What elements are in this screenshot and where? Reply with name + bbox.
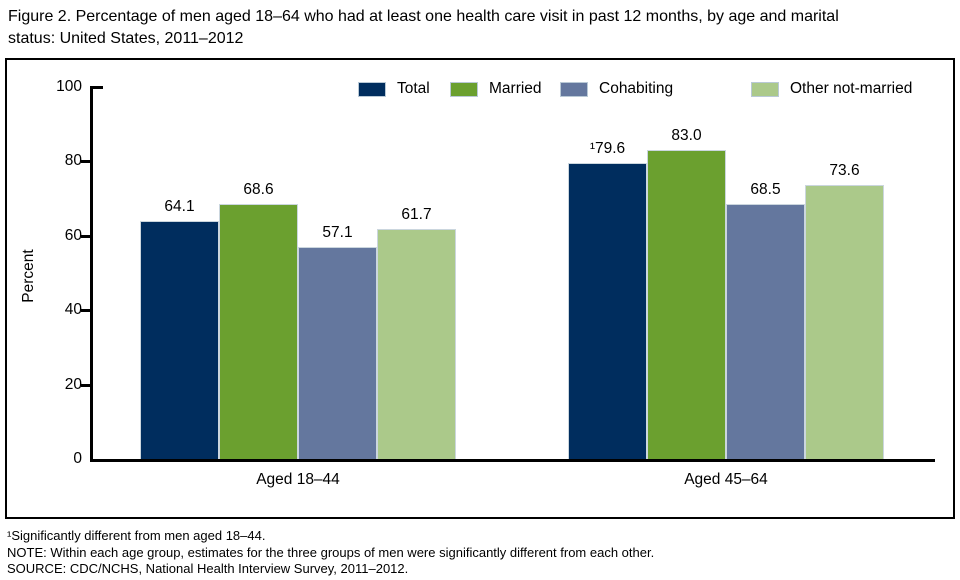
bar-cohabiting-aged-45-64 bbox=[726, 204, 805, 459]
legend-item-total: Total bbox=[358, 80, 430, 98]
chart-frame: Percent 0 20 40 60 80 100 64.1 68.6 57.1 61.7 Aged… bbox=[5, 58, 955, 519]
y-tick-label: 60 bbox=[64, 226, 82, 244]
x-category-label-aged-45-64: Aged 45–64 bbox=[684, 471, 768, 488]
bar-value-label-other-not-married-aged-18-44: 61.7 bbox=[401, 206, 432, 224]
bar-chart: Percent 0 20 40 60 80 100 64.1 68.6 57.1 61.7 Aged… bbox=[7, 60, 953, 517]
y-tick-label: 20 bbox=[64, 375, 82, 393]
legend-label-other-not-married: Other not-married bbox=[790, 80, 913, 97]
bar-total-aged-45-64 bbox=[568, 162, 647, 459]
legend-swatch-other-not-married bbox=[751, 81, 779, 97]
legend-label-married: Married bbox=[489, 80, 542, 97]
y-axis-title: Percent bbox=[20, 249, 37, 303]
footnote-note: NOTE: Within each age group, estimates f… bbox=[7, 544, 655, 560]
bar-value-label-other-not-married-aged-45-64: 73.6 bbox=[829, 162, 860, 180]
bar-value-label-total-aged-18-44: 64.1 bbox=[164, 197, 195, 215]
y-tick-mark bbox=[81, 383, 90, 387]
y-axis-line bbox=[90, 87, 93, 462]
bar-value-label-cohabiting-aged-45-64: 68.5 bbox=[750, 181, 781, 199]
legend-swatch-married bbox=[450, 81, 478, 97]
footnotes: ¹Significantly different from men aged 1… bbox=[7, 528, 654, 578]
bar-total-aged-18-44 bbox=[140, 220, 219, 459]
y-tick-label: 100 bbox=[56, 78, 82, 95]
legend-item-cohabiting: Cohabiting bbox=[560, 80, 673, 98]
x-category-label-aged-18-44: Aged 18–44 bbox=[256, 471, 340, 488]
legend-swatch-total bbox=[358, 81, 386, 97]
y-axis-top-cap bbox=[90, 86, 103, 89]
y-tick-label: 80 bbox=[64, 152, 82, 170]
bar-other-not-married-aged-18-44 bbox=[377, 229, 456, 459]
figure-title-line-1: Figure 2. Percentage of men aged 18–64 w… bbox=[8, 8, 839, 25]
footnote-source: SOURCE: CDC/NCHS, National Health Interv… bbox=[7, 561, 409, 576]
legend-label-total: Total bbox=[397, 80, 430, 97]
bar-value-label-married-aged-45-64: 83.0 bbox=[671, 127, 702, 145]
bar-other-not-married-aged-45-64 bbox=[805, 185, 884, 459]
bar-value-label-total-aged-45-64: ¹79.6 bbox=[589, 139, 626, 157]
figure-title: Figure 2. Percentage of men aged 18–64 w… bbox=[8, 6, 839, 50]
y-tick-label: 0 bbox=[73, 450, 82, 467]
legend-item-married: Married bbox=[450, 80, 542, 98]
y-tick-mark bbox=[81, 160, 90, 164]
x-axis-line bbox=[90, 459, 935, 462]
bar-married-aged-45-64 bbox=[647, 150, 726, 459]
legend-item-other-not-married: Other not-married bbox=[751, 80, 912, 98]
bar-married-aged-18-44 bbox=[219, 203, 298, 459]
y-tick-mark bbox=[81, 309, 90, 313]
bar-cohabiting-aged-18-44 bbox=[298, 246, 377, 459]
bar-value-label-cohabiting-aged-18-44: 57.1 bbox=[322, 223, 353, 241]
legend-swatch-cohabiting bbox=[560, 81, 588, 97]
y-tick-label: 40 bbox=[64, 301, 82, 319]
footnote-significance: ¹Significantly different from men aged 1… bbox=[7, 528, 266, 543]
bar-value-label-married-aged-18-44: 68.6 bbox=[243, 180, 274, 198]
legend-label-cohabiting: Cohabiting bbox=[599, 80, 674, 97]
y-tick-mark bbox=[81, 234, 90, 238]
figure-title-line-2: status: United States, 2011–2012 bbox=[8, 30, 244, 47]
